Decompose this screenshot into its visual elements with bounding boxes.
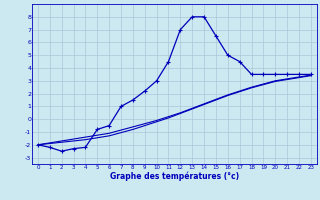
- X-axis label: Graphe des températures (°c): Graphe des températures (°c): [110, 171, 239, 181]
